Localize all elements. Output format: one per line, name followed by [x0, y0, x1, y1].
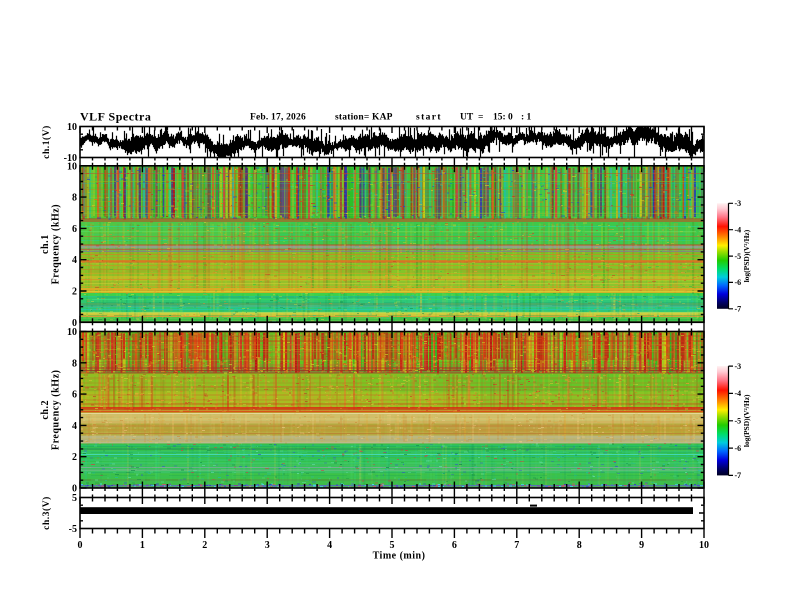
svg-text:6: 6: [72, 390, 77, 401]
svg-text:10: 10: [67, 122, 77, 133]
svg-text:0: 0: [72, 318, 77, 329]
svg-text:-3: -3: [735, 199, 742, 208]
svg-text:Frequency (kHz): Frequency (kHz): [51, 204, 62, 285]
svg-text:log(PSD)(V²/Hz): log(PSD)(V²/Hz): [742, 229, 751, 282]
svg-text:-4: -4: [735, 226, 742, 235]
svg-text:9: 9: [639, 540, 644, 551]
svg-text:-5: -5: [735, 252, 742, 261]
svg-text:-10: -10: [64, 153, 77, 164]
svg-text:4: 4: [327, 540, 332, 551]
svg-text:=: =: [478, 113, 483, 123]
svg-text:station= KAP: station= KAP: [335, 113, 393, 123]
svg-text:VLF Spectra: VLF Spectra: [80, 110, 151, 124]
svg-text:1: 1: [140, 540, 145, 551]
svg-text:start: start: [416, 113, 442, 123]
svg-text:0: 0: [78, 540, 83, 551]
svg-text:-7: -7: [735, 471, 742, 480]
svg-text:7: 7: [514, 540, 519, 551]
svg-text:5: 5: [390, 540, 395, 551]
svg-text:2: 2: [72, 452, 77, 463]
svg-text:10: 10: [67, 327, 77, 338]
svg-text:log(PSD)(V²/Hz): log(PSD)(V²/Hz): [742, 394, 751, 447]
svg-text:2: 2: [202, 540, 207, 551]
svg-text:15: 0: 15: 0: [493, 113, 513, 123]
svg-text:10: 10: [67, 161, 77, 172]
svg-text:10: 10: [699, 540, 709, 551]
svg-text:ch.1(V): ch.1(V): [41, 125, 52, 159]
svg-text:ch.3(V): ch.3(V): [41, 496, 52, 530]
svg-text:4: 4: [72, 421, 77, 432]
svg-text:-5: -5: [69, 524, 77, 535]
svg-text:: 1: : 1: [521, 113, 532, 123]
svg-text:-6: -6: [735, 444, 742, 453]
svg-text:0: 0: [72, 484, 77, 495]
svg-text:8: 8: [72, 193, 77, 204]
svg-text:5: 5: [72, 493, 77, 504]
svg-text:UT: UT: [460, 113, 474, 123]
svg-text:6: 6: [452, 540, 457, 551]
svg-text:2: 2: [72, 287, 77, 298]
svg-text:-5: -5: [735, 417, 742, 426]
svg-text:ch.1: ch.1: [40, 234, 51, 254]
svg-text:6: 6: [72, 224, 77, 235]
svg-text:Time (min): Time (min): [373, 551, 426, 562]
svg-text:-4: -4: [735, 389, 742, 398]
svg-text:Feb. 17, 2026: Feb. 17, 2026: [250, 113, 306, 123]
svg-text:3: 3: [265, 540, 270, 551]
svg-text:-6: -6: [735, 278, 742, 287]
svg-text:-3: -3: [735, 362, 742, 371]
svg-text:-7: -7: [735, 305, 742, 314]
svg-text:ch.2: ch.2: [40, 400, 51, 420]
svg-text:8: 8: [577, 540, 582, 551]
svg-text:8: 8: [72, 358, 77, 369]
svg-text:4: 4: [72, 255, 77, 266]
svg-text:Frequency (kHz): Frequency (kHz): [51, 370, 62, 451]
